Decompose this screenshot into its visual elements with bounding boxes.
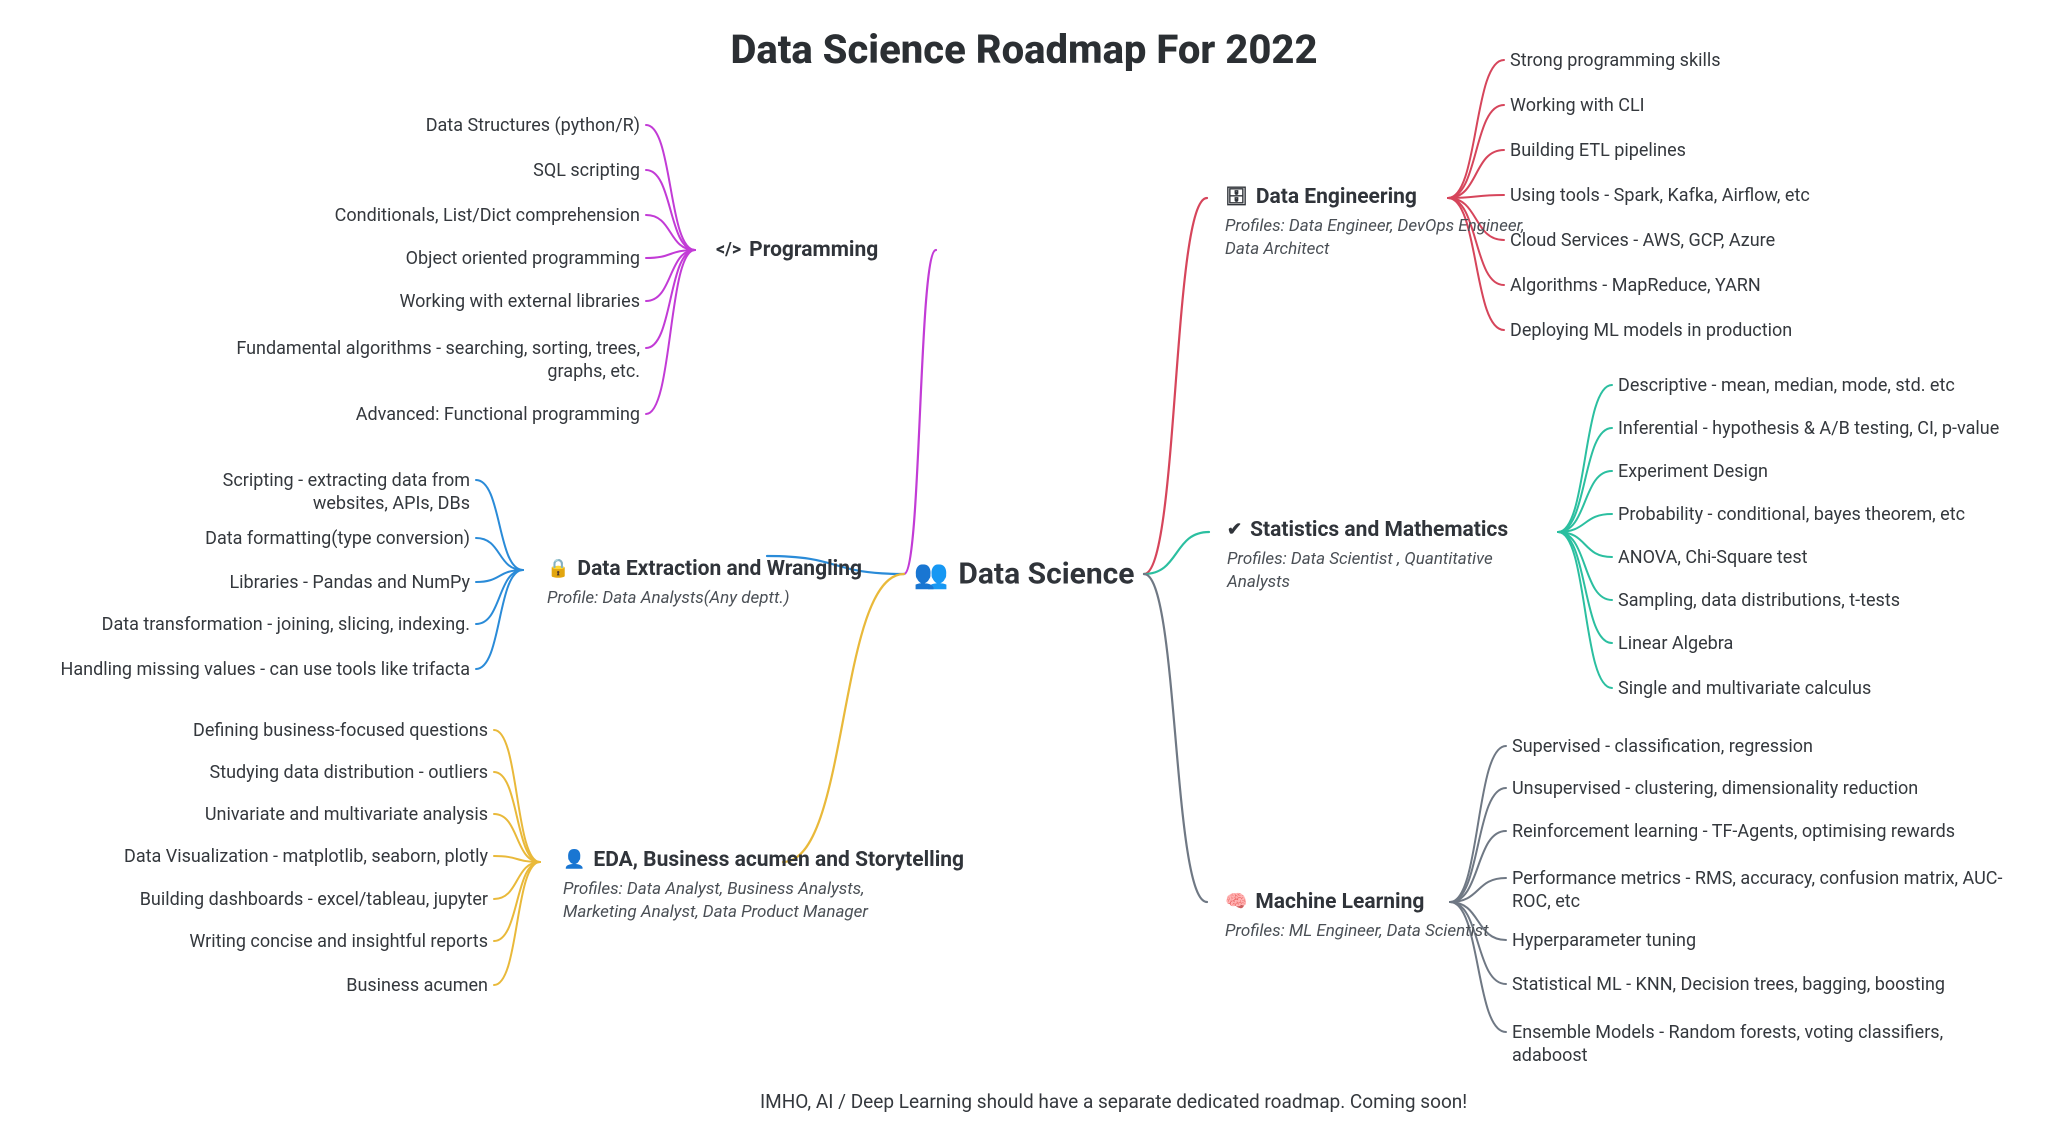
lock-icon: 🔒 — [547, 560, 569, 578]
wrangling-leaf: Scripting - extracting data from website… — [160, 469, 470, 516]
database-icon: 🗄 — [1225, 188, 1248, 206]
stats-leaf: Inferential - hypothesis & A/B testing, … — [1618, 417, 2048, 440]
data-eng-leaf: Cloud Services - AWS, GCP, Azure — [1510, 229, 2030, 252]
eda-branch: 👤 EDA, Business acumen and Storytelling Pr… — [563, 848, 964, 924]
programming-leaf: Data Structures (python/R) — [120, 114, 640, 137]
programming-label: Programming — [749, 238, 878, 262]
programming-leaf: SQL scripting — [120, 159, 640, 182]
ml-label: Machine Learning — [1255, 890, 1424, 914]
ml-leaf: Unsupervised - clustering, dimensionalit… — [1512, 777, 2032, 800]
stats-leaf: Experiment Design — [1618, 460, 2048, 483]
ml-leaf: Supervised - classification, regression — [1512, 735, 2032, 758]
eda-profiles: Profiles: Data Analyst, Business Analyst… — [563, 878, 873, 924]
stats-leaf: Probability - conditional, bayes theorem… — [1618, 503, 2048, 526]
wrangling-leaf: Data formatting(type conversion) — [0, 527, 470, 550]
center-label: Data Science — [958, 557, 1134, 592]
ml-leaf: Performance metrics - RMS, accuracy, con… — [1512, 867, 2012, 914]
stats-profiles: Profiles: Data Scientist , Quantitative … — [1227, 548, 1537, 594]
eda-label: EDA, Business acumen and Storytelling — [593, 848, 964, 872]
wrangling-leaf: Data transformation - joining, slicing, … — [0, 613, 470, 636]
data-eng-leaf: Using tools - Spark, Kafka, Airflow, etc — [1510, 184, 2030, 207]
eda-leaf: Writing concise and insightful reports — [0, 930, 488, 953]
ml-leaf: Hyperparameter tuning — [1512, 929, 2032, 952]
stats-label: Statistics and Mathematics — [1250, 518, 1508, 542]
wrangling-leaf: Libraries - Pandas and NumPy — [0, 571, 470, 594]
wrangling-leaf: Handling missing values - can use tools … — [0, 658, 470, 681]
eda-leaf: Univariate and multivariate analysis — [0, 803, 488, 826]
data-eng-label: Data Engineering — [1256, 185, 1417, 209]
programming-leaf: Conditionals, List/Dict comprehension — [120, 204, 640, 227]
ml-branch: 🧠 Machine Learning Profiles: ML Engineer, … — [1225, 890, 1489, 943]
stats-leaf: Descriptive - mean, median, mode, std. e… — [1618, 374, 2048, 397]
stats-leaf: Sampling, data distributions, t-tests — [1618, 589, 2048, 612]
ml-leaf: Reinforcement learning - TF-Agents, opti… — [1512, 820, 2032, 843]
footnote: IMHO, AI / Deep Learning should have a s… — [760, 1090, 1467, 1113]
stats-leaf: Linear Algebra — [1618, 632, 2048, 655]
wrangling-branch: 🔒 Data Extraction and Wrangling Profile: D… — [547, 557, 862, 610]
data-eng-leaf: Algorithms - MapReduce, YARN — [1510, 274, 2030, 297]
programming-leaf: Object oriented programming — [120, 247, 640, 270]
ml-leaf: Statistical ML - KNN, Decision trees, ba… — [1512, 973, 2032, 996]
persona-icon: 👤 — [563, 851, 585, 869]
wrangling-profiles: Profile: Data Analysts(Any deptt.) — [547, 587, 857, 610]
eda-leaf: Data Visualization - matplotlib, seaborn… — [0, 845, 488, 868]
eda-leaf: Building dashboards - excel/tableau, jup… — [0, 888, 488, 911]
stats-leaf: ANOVA, Chi-Square test — [1618, 546, 2048, 569]
programming-leaf: Fundamental algorithms - searching, sort… — [180, 337, 640, 384]
data-eng-branch: 🗄 Data Engineering Profiles: Data Engineer… — [1225, 185, 1535, 261]
programming-leaf: Working with external libraries — [120, 290, 640, 313]
stats-branch: ✔ Statistics and Mathematics Profiles: Dat… — [1227, 518, 1537, 594]
eda-leaf: Defining business-focused questions — [0, 719, 488, 742]
check-icon: ✔ — [1227, 521, 1242, 539]
center-node: 👥 Data Science — [914, 557, 1135, 592]
eda-leaf: Studying data distribution - outliers — [0, 761, 488, 784]
people-icon: 👥 — [914, 560, 949, 588]
programming-branch: </> Programming — [716, 238, 878, 262]
eda-leaf: Business acumen — [0, 974, 488, 997]
code-icon: </> — [716, 241, 741, 259]
ml-profiles: Profiles: ML Engineer, Data Scientist — [1225, 920, 1489, 943]
data-eng-leaf: Building ETL pipelines — [1510, 139, 2030, 162]
data-eng-leaf: Strong programming skills — [1510, 49, 2030, 72]
wrangling-label: Data Extraction and Wrangling — [577, 557, 862, 581]
data-eng-leaf: Deploying ML models in production — [1510, 319, 2030, 342]
brain-icon: 🧠 — [1225, 893, 1247, 911]
stats-leaf: Single and multivariate calculus — [1618, 677, 2048, 700]
programming-leaf: Advanced: Functional programming — [120, 403, 640, 426]
ml-leaf: Ensemble Models - Random forests, voting… — [1512, 1021, 2012, 1068]
data-eng-profiles: Profiles: Data Engineer, DevOps Engineer… — [1225, 215, 1535, 261]
data-eng-leaf: Working with CLI — [1510, 94, 2030, 117]
